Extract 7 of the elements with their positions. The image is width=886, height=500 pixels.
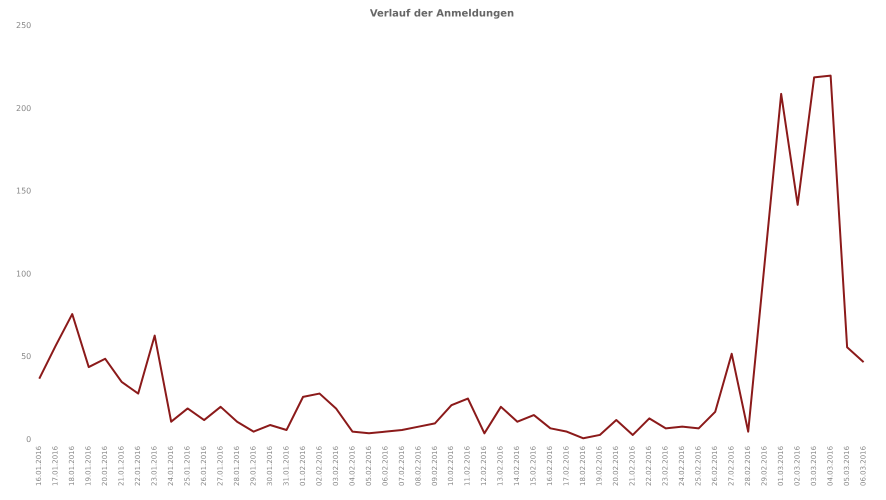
y-tick-label: 50	[21, 352, 32, 362]
y-tick-label: 100	[16, 269, 32, 278]
y-tick-label: 200	[16, 104, 32, 113]
y-tick-label: 250	[16, 21, 32, 30]
y-tick-label: 0	[26, 435, 32, 444]
y-tick-label: 150	[16, 186, 32, 196]
chart-title: Verlauf der Anmeldungen	[370, 8, 514, 20]
